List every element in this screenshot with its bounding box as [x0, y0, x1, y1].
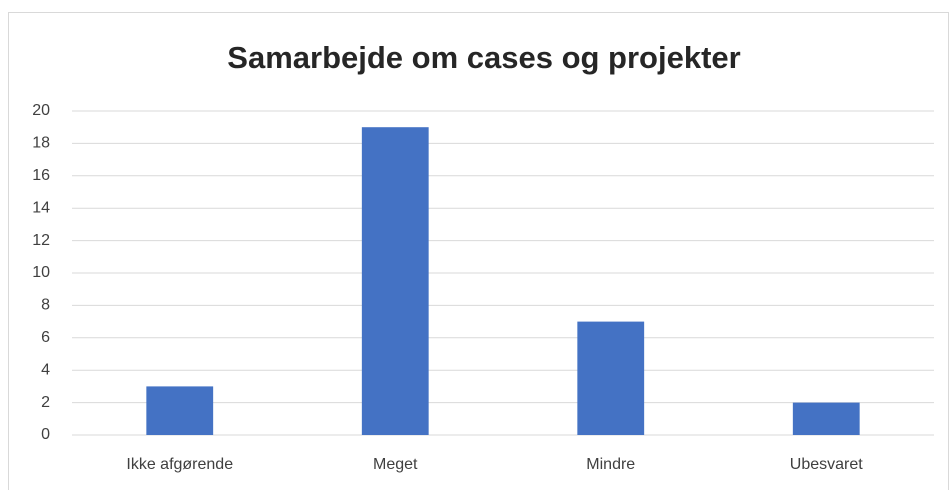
y-tick-label: 20: [32, 102, 50, 119]
y-tick-label: 0: [41, 426, 50, 443]
y-tick-label: 10: [32, 264, 50, 281]
y-tick-label: 12: [32, 232, 50, 249]
chart-title: Samarbejde om cases og projekter: [227, 40, 740, 75]
y-tick-label: 4: [41, 361, 50, 378]
x-tick-label: Meget: [373, 456, 418, 473]
y-tick-label: 18: [32, 135, 50, 152]
x-tick-label: Mindre: [586, 456, 635, 473]
y-tick-label: 8: [41, 297, 50, 314]
y-tick-label: 16: [32, 167, 50, 184]
bar: [146, 386, 214, 435]
y-tick-label: 6: [41, 329, 50, 346]
bar: [361, 127, 429, 435]
y-tick-label: 2: [41, 394, 50, 411]
bar: [792, 402, 860, 435]
x-tick-label: Ubesvaret: [790, 456, 863, 473]
x-tick-label: Ikke afgørende: [126, 456, 233, 473]
y-tick-label: 14: [32, 199, 50, 216]
bar: [577, 321, 645, 435]
